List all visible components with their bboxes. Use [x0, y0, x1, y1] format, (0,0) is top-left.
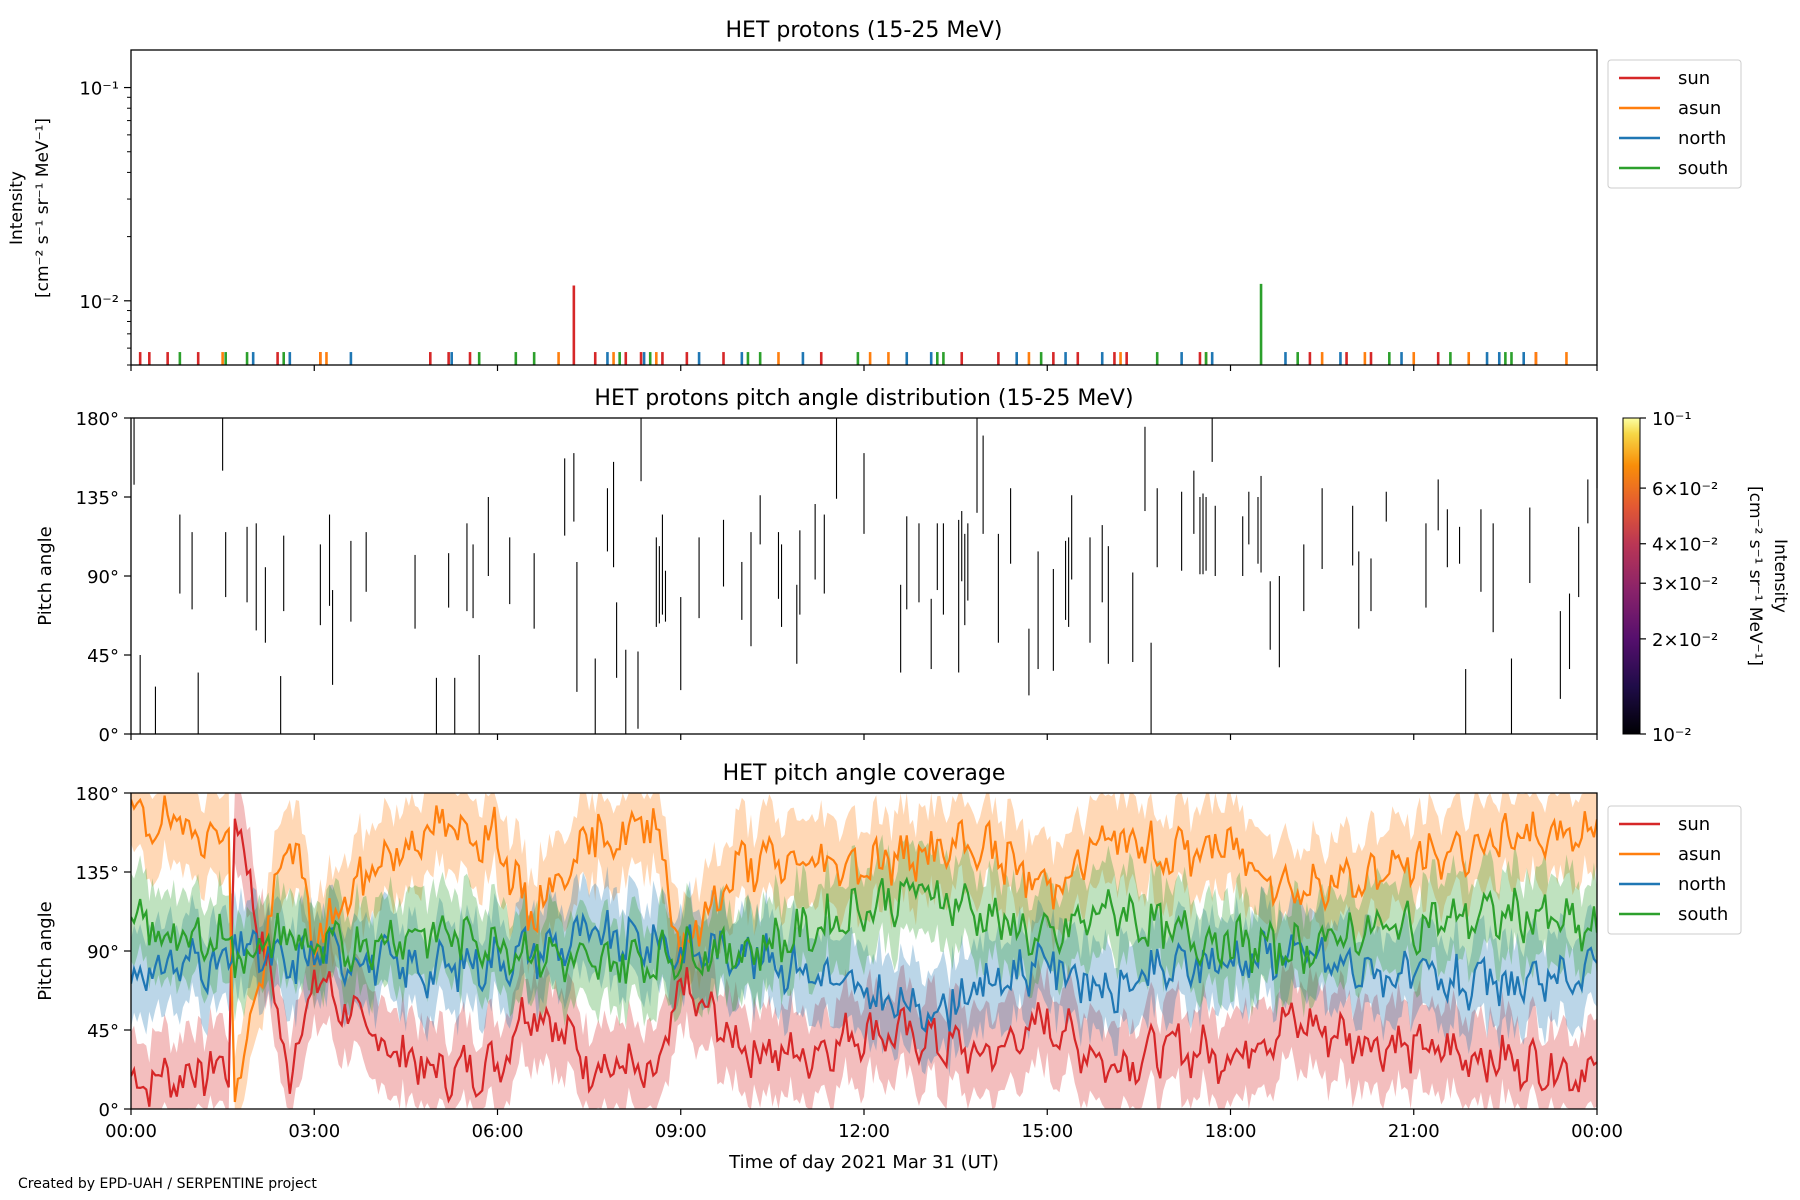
- panel1-ylabel-line1: Intensity: [7, 171, 27, 245]
- y-tick-label: 135°: [76, 863, 119, 884]
- colorbar-ticks: 10⁻¹ 6×10⁻² 4×10⁻² 3×10⁻² 2×10⁻² 10⁻²: [1640, 409, 1718, 746]
- y-tick-label: 135°: [76, 488, 119, 509]
- panel1-legend: sun asun north south: [1607, 59, 1742, 189]
- panel1-ylabel-line2: [cm⁻² s⁻¹ sr⁻¹ MeV⁻¹]: [33, 118, 53, 298]
- panel3-ylabel: Pitch angle: [35, 901, 56, 1000]
- x-tick-label: 03:00: [288, 1121, 340, 1142]
- legend-label-sun: sun: [1678, 68, 1710, 89]
- legend-label-south: south: [1678, 158, 1728, 179]
- panel3-marks: [131, 793, 1597, 1109]
- y-tick-label: 180°: [76, 409, 119, 430]
- panel1-marks: [138, 283, 1568, 365]
- colorbar-label-line1: Intensity: [1770, 539, 1790, 613]
- colorbar-gradient: [1622, 417, 1641, 735]
- colorbar-label-line2: [cm⁻² s⁻¹ sr⁻¹ MeV⁻¹]: [1745, 486, 1765, 666]
- x-tick-label: 12:00: [838, 1121, 890, 1142]
- y-tick-label: 45°: [87, 646, 119, 667]
- legend-label-north: north: [1678, 874, 1726, 895]
- colorbar-tick-label: 4×10⁻²: [1652, 535, 1718, 556]
- legend1-box: [1607, 59, 1742, 189]
- x-tick-label: 00:00: [105, 1121, 157, 1142]
- north-series-line: [131, 909, 1597, 1033]
- x-tick-label: 21:00: [1388, 1121, 1440, 1142]
- credit-text: Created by EPD-UAH / SERPENTINE project: [18, 1176, 317, 1192]
- panel-intensity: HET protons (15-25 MeV) 10⁻¹ 10⁻² Intensi…: [7, 18, 1742, 371]
- sun-coverage-band: [131, 793, 1597, 1109]
- panel-pitch-angle-distribution: HET protons pitch angle distribution (15…: [35, 386, 1790, 746]
- colorbar-tick-label: 6×10⁻²: [1652, 479, 1718, 500]
- colorbar-tick-label: 10⁻²: [1652, 725, 1692, 746]
- legend-label-south: south: [1678, 904, 1728, 925]
- legend-label-asun: asun: [1678, 98, 1721, 119]
- panel1-title: HET protons (15-25 MeV): [726, 18, 1003, 43]
- panel1-yaxis: 10⁻¹ 10⁻²: [79, 79, 131, 366]
- panel3-yaxis: 0° 45° 90° 135° 180°: [76, 784, 131, 1121]
- y-tick-label: 0°: [99, 1100, 119, 1121]
- panel2-title: HET protons pitch angle distribution (15…: [594, 386, 1133, 411]
- x-tick-label: 09:00: [655, 1121, 707, 1142]
- colorbar-tick-label: 3×10⁻²: [1652, 574, 1718, 595]
- legend-label-north: north: [1678, 128, 1726, 149]
- north-coverage-band: [131, 866, 1597, 1076]
- y-tick-label: 0°: [99, 725, 119, 746]
- y-tick-label: 45°: [87, 1021, 119, 1042]
- colorbar: 10⁻¹ 6×10⁻² 4×10⁻² 3×10⁻² 2×10⁻² 10⁻² Intensi…: [1622, 409, 1790, 746]
- panel1-frame: [130, 49, 1598, 366]
- panel3-xaxis: 00:00 03:00 06:00 09:00 12:00 15:00 18:00 21:00…: [105, 1109, 1623, 1142]
- x-axis-label: Time of day 2021 Mar 31 (UT): [728, 1152, 999, 1173]
- y-tick-label: 90°: [87, 567, 119, 588]
- colorbar-tick-label: 10⁻¹: [1652, 409, 1692, 430]
- y-tick-label: 10⁻¹: [79, 79, 119, 100]
- panel1-xaxis-ticks: [130, 365, 1598, 371]
- panel2-yaxis: 0° 45° 90° 135° 180°: [76, 409, 131, 746]
- y-tick-label: 90°: [87, 942, 119, 963]
- x-tick-label: 15:00: [1021, 1121, 1073, 1142]
- y-tick-label: 180°: [76, 784, 119, 805]
- legend-label-sun: sun: [1678, 814, 1710, 835]
- x-tick-label: 06:00: [472, 1121, 524, 1142]
- sun-series-line: [131, 818, 1597, 1107]
- panel2-marks: [133, 418, 1598, 734]
- panel3-title: HET pitch angle coverage: [723, 761, 1006, 786]
- south-series-line: [131, 876, 1597, 984]
- legend3-box: [1607, 805, 1742, 935]
- y-tick-label: 10⁻²: [79, 292, 119, 313]
- panel3-legend: sun asun north south: [1607, 805, 1742, 935]
- colorbar-tick-label: 2×10⁻²: [1652, 630, 1718, 651]
- asun-coverage-band: [131, 793, 1597, 1109]
- legend-label-asun: asun: [1678, 844, 1721, 865]
- x-tick-label: 00:00: [1571, 1121, 1623, 1142]
- panel-pitch-angle-coverage: HET pitch angle coverage 0° 45° 90° 135° 180…: [35, 761, 1742, 1173]
- x-tick-label: 18:00: [1205, 1121, 1257, 1142]
- panel2-xaxis-ticks: [130, 734, 1598, 740]
- asun-series-line: [131, 795, 1597, 1103]
- panel2-ylabel: Pitch angle: [35, 526, 56, 625]
